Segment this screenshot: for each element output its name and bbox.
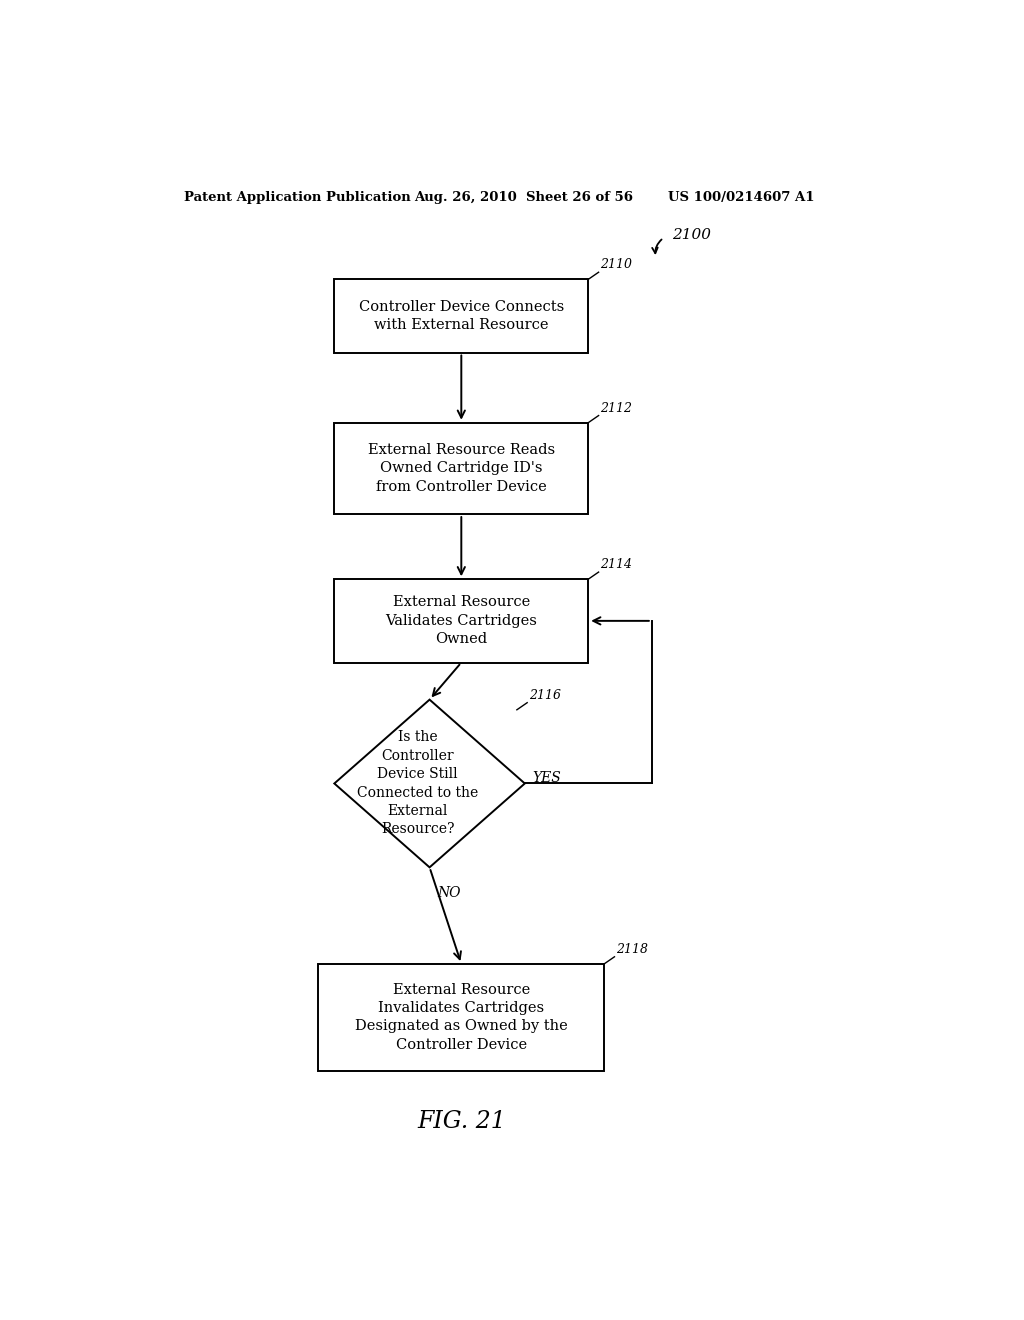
FancyBboxPatch shape bbox=[334, 422, 588, 515]
Text: Aug. 26, 2010  Sheet 26 of 56: Aug. 26, 2010 Sheet 26 of 56 bbox=[414, 190, 633, 203]
Text: 2110: 2110 bbox=[600, 259, 632, 271]
Text: Patent Application Publication: Patent Application Publication bbox=[183, 190, 411, 203]
Text: External Resource Reads
Owned Cartridge ID's
from Controller Device: External Resource Reads Owned Cartridge … bbox=[368, 444, 555, 494]
Text: US 100/0214607 A1: US 100/0214607 A1 bbox=[668, 190, 814, 203]
Polygon shape bbox=[334, 700, 524, 867]
Text: External Resource
Invalidates Cartridges
Designated as Owned by the
Controller D: External Resource Invalidates Cartridges… bbox=[355, 982, 567, 1052]
FancyBboxPatch shape bbox=[318, 964, 604, 1071]
FancyBboxPatch shape bbox=[334, 280, 588, 352]
Text: External Resource
Validates Cartridges
Owned: External Resource Validates Cartridges O… bbox=[385, 595, 538, 647]
Text: Is the
Controller
Device Still
Connected to the
External
Resource?: Is the Controller Device Still Connected… bbox=[357, 730, 478, 837]
Text: NO: NO bbox=[437, 886, 461, 900]
Text: 2118: 2118 bbox=[616, 942, 648, 956]
Text: YES: YES bbox=[532, 771, 561, 785]
Text: FIG. 21: FIG. 21 bbox=[417, 1110, 506, 1134]
Text: 2112: 2112 bbox=[600, 401, 632, 414]
Text: 2114: 2114 bbox=[600, 558, 632, 572]
Text: 2100: 2100 bbox=[672, 227, 711, 242]
FancyBboxPatch shape bbox=[334, 579, 588, 663]
Text: 2116: 2116 bbox=[528, 689, 561, 702]
Text: Controller Device Connects
with External Resource: Controller Device Connects with External… bbox=[358, 300, 564, 333]
